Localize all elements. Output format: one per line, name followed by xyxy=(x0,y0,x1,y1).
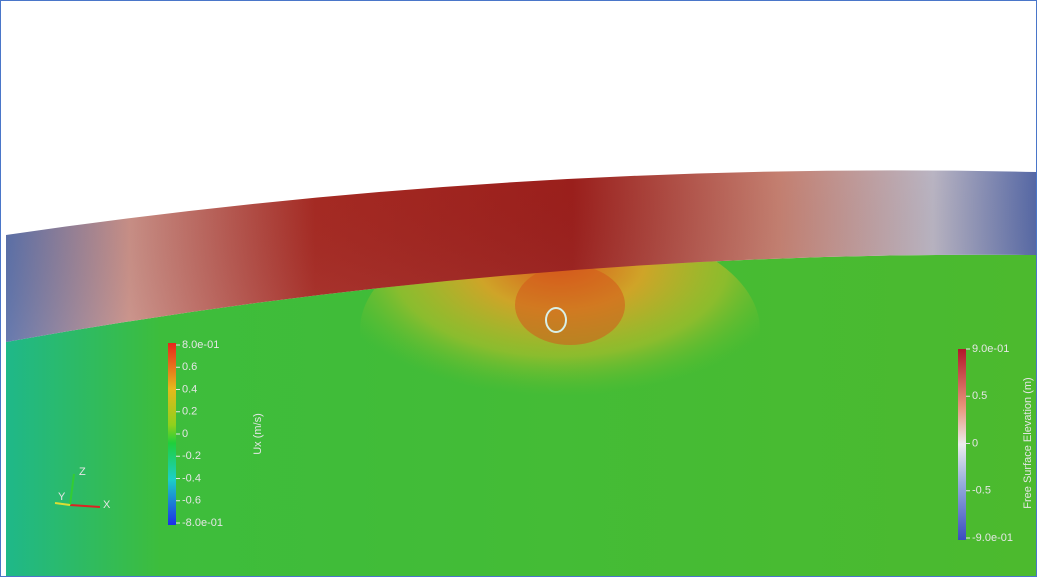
axis-label: Y xyxy=(58,491,66,503)
legend-label: -0.5 xyxy=(972,485,991,497)
render-view: Ux (m/s) Free Surface Elevation (m) X Y … xyxy=(0,0,1037,577)
legend-label: -0.6 xyxy=(182,495,201,507)
legend-label: -9.0e-01 xyxy=(972,532,1013,544)
legend-title: Ux (m/s) xyxy=(252,413,264,455)
legend-label: -8.0e-01 xyxy=(182,517,223,529)
legend-label: 8.0e-01 xyxy=(182,339,219,351)
legend-label: 0 xyxy=(182,428,188,440)
axis-label: X xyxy=(103,499,111,511)
colorbar-ux xyxy=(168,343,176,525)
legend-label: 0.2 xyxy=(182,406,197,418)
legend-label: 0.5 xyxy=(972,390,987,402)
legend-label: 0 xyxy=(972,437,978,449)
legend-label: 0.4 xyxy=(182,383,197,395)
legend-label: -0.4 xyxy=(182,472,201,484)
legend-label: 9.0e-01 xyxy=(972,343,1009,355)
colorbar-elevation xyxy=(958,349,966,540)
legend-label: 0.6 xyxy=(182,361,197,373)
legend-label: -0.2 xyxy=(182,450,201,462)
wake-core xyxy=(515,265,625,345)
axis-label: Z xyxy=(79,466,86,478)
legend-title: Free Surface Elevation (m) xyxy=(1022,377,1034,508)
